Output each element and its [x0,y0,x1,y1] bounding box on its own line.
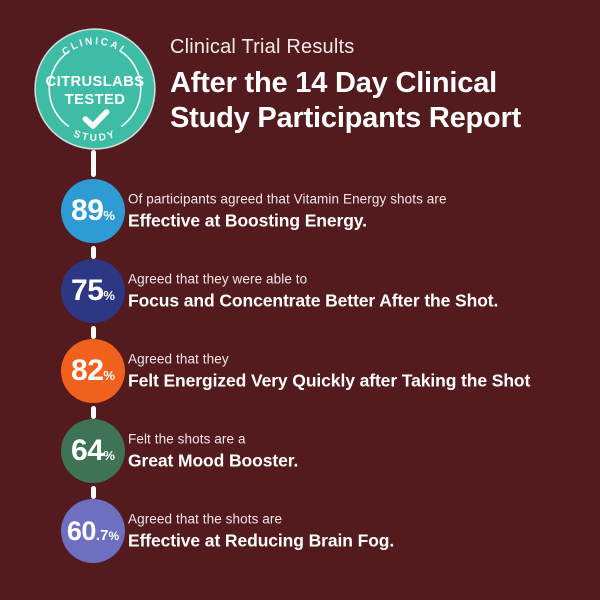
stat-description: Felt the shots are a [128,431,246,447]
stat-badge-75: 75% [61,259,125,323]
stat-row-boosting-energy: 89% Of participants agreed that Vitamin … [0,179,600,243]
stat-value: 82 [71,354,104,387]
citruslabs-tested-badge: CLINICAL STUDY CITRUSLABS TESTED [33,27,157,151]
stat-text: Agreed that they Felt Energized Very Qui… [128,351,530,392]
badge-ring-left-arc [48,50,70,128]
badge-center-line2: TESTED [65,92,126,108]
stat-value: 60 [66,516,97,546]
badge-seal-icon: CLINICAL STUDY CITRUSLABS TESTED [34,28,156,150]
stat-headline: Focus and Concentrate Better After the S… [128,290,499,311]
badge-center-line1: CITRUSLABS [46,74,145,90]
connector-dash [91,246,96,259]
stat-description: Agreed that they [128,351,229,367]
stat-description: Of participants agreed that Vitamin Ener… [128,191,447,207]
stat-badge-82: 82% [61,339,125,403]
connector-dash [91,326,96,339]
connector-dash [91,150,96,177]
stat-row-brain-fog: 60.7% Agreed that the shots are Effectiv… [0,499,600,563]
stat-headline: Felt Energized Very Quickly after Taking… [128,370,531,391]
stat-value: 75 [71,274,104,307]
stat-description: Agreed that the shots are [128,511,283,527]
stat-text: Felt the shots are a Great Mood Booster. [128,431,298,472]
percent-sign: % [103,208,115,223]
percent-sign: % [103,288,115,303]
stat-text: Agreed that they were able to Focus and … [128,271,498,312]
stat-row-energized-quickly: 82% Agreed that they Felt Energized Very… [0,339,600,403]
stat-text: Agreed that the shots are Effective at R… [128,511,394,552]
percent-sign: % [108,529,120,543]
header-eyebrow: Clinical Trial Results [170,36,355,58]
stat-value: 64 [71,434,104,467]
percent-sign: % [103,448,115,463]
stat-headline: Great Mood Booster. [128,450,299,471]
stat-decimal: .7 [95,527,109,544]
connector-dash [91,406,96,419]
stat-description: Agreed that they were able to [128,271,308,287]
page-title-line2: Study Participants Report [170,102,522,134]
stat-badge-64: 64% [61,419,125,483]
checkmark-icon [82,109,110,129]
percent-sign: % [103,368,115,383]
badge-outer-circle [34,28,156,150]
header: Clinical Trial Results After the 14 Day … [170,36,521,136]
stat-badge-89: 89% [61,179,125,243]
stat-row-focus-concentrate: 75% Agreed that they were able to Focus … [0,259,600,323]
stat-row-mood-booster: 64% Felt the shots are a Great Mood Boos… [0,419,600,483]
stat-text: Of participants agreed that Vitamin Ener… [128,191,447,232]
badge-ring-right-arc [120,50,142,128]
stat-headline: Effective at Reducing Brain Fog. [128,530,395,551]
page-title-line1: After the 14 Day Clinical [170,67,497,99]
stat-value: 89 [71,194,104,227]
stat-headline: Effective at Boosting Energy. [128,210,367,231]
stat-badge-60-7: 60.7% [61,499,125,563]
badge-bottom-text: STUDY [72,129,118,144]
connector-dash [91,486,96,499]
